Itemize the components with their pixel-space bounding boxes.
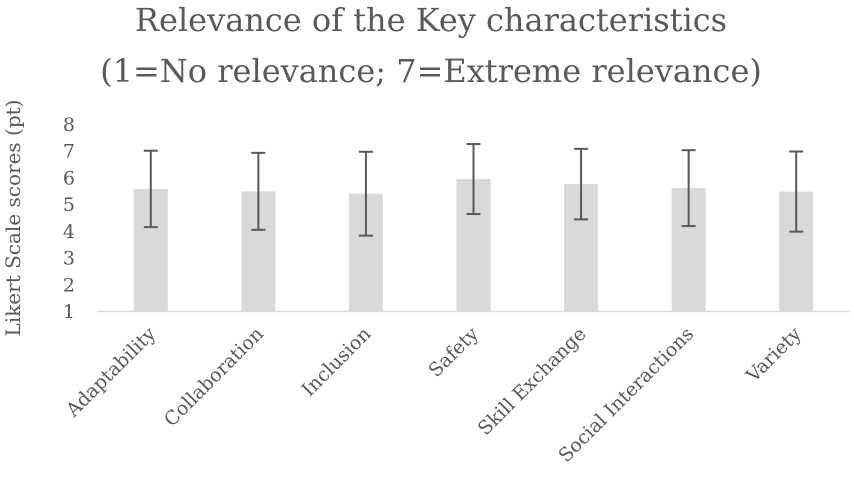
chart-title-line-1: Relevance of the Key characteristics <box>135 1 727 39</box>
category-label: Variety <box>741 323 806 388</box>
y-tick-label: 2 <box>63 274 75 296</box>
y-tick-label: 8 <box>63 114 75 136</box>
y-tick-label: 7 <box>63 141 75 163</box>
category-label: Safety <box>424 323 483 382</box>
category-label: Inclusion <box>298 323 376 401</box>
category-label: Skill Exchange <box>474 323 591 440</box>
y-axis-ticks: 1 2 3 4 5 6 7 8 <box>63 114 75 323</box>
y-tick-label: 5 <box>63 194 75 216</box>
category-label: Collaboration <box>160 323 268 431</box>
y-tick-label: 1 <box>63 301 75 323</box>
errorbars-group <box>143 143 804 237</box>
y-tick-label: 6 <box>63 167 75 189</box>
category-label: Adaptability <box>61 323 160 422</box>
y-tick-label: 3 <box>63 248 75 270</box>
y-tick-label: 4 <box>63 221 75 243</box>
chart-title-line-2: (1=No relevance; 7=Extreme relevance) <box>100 52 762 90</box>
category-labels: Adaptability Collaboration Inclusion Safety… <box>61 323 806 467</box>
y-axis-title: Likert Scale scores (pt) <box>1 100 25 337</box>
